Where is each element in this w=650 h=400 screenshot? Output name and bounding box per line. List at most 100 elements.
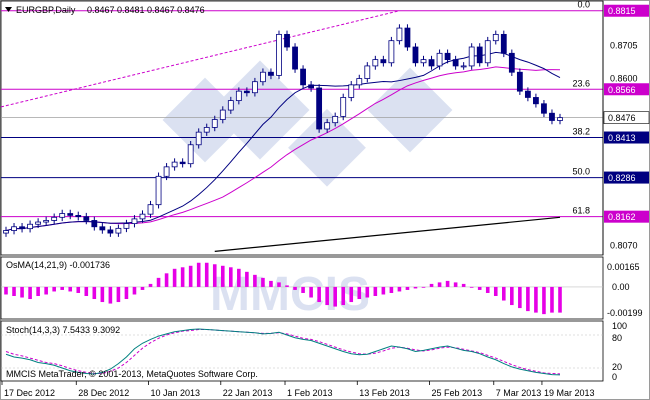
candle-body[interactable]	[484, 40, 491, 64]
candle-body[interactable]	[404, 27, 411, 48]
candle-body[interactable]	[500, 33, 507, 54]
candle-body[interactable]	[364, 65, 371, 79]
candle-body[interactable]	[380, 59, 387, 64]
osma-bar[interactable]	[397, 286, 402, 292]
candle-body[interactable]	[107, 229, 114, 234]
candle-body[interactable]	[11, 226, 17, 231]
candle-body[interactable]	[436, 52, 443, 67]
candle-body[interactable]	[492, 33, 499, 42]
candle-body[interactable]	[388, 40, 395, 64]
candle-body[interactable]	[59, 213, 66, 218]
price-pane[interactable]: 0.0 23.6 38.2 50.0 61.8 EURGBP,Daily 0.8467 …	[0, 0, 604, 256]
osma-bar[interactable]	[389, 286, 394, 293]
candle-body[interactable]	[251, 81, 258, 94]
osma-bar[interactable]	[285, 285, 289, 287]
osma-bar[interactable]	[237, 268, 241, 287]
osma-bar[interactable]	[148, 283, 153, 287]
candle-body[interactable]	[99, 226, 106, 231]
candle-body[interactable]	[460, 65, 467, 68]
candle-body[interactable]	[396, 27, 403, 42]
candle-body[interactable]	[541, 103, 547, 114]
candle-body[interactable]	[43, 220, 50, 223]
fibonacci-trendline[interactable]	[0, 10, 400, 108]
osma-bar[interactable]	[493, 286, 498, 296]
candle-body[interactable]	[235, 90, 242, 102]
osma-bar[interactable]	[309, 286, 313, 298]
osma-bar[interactable]	[405, 286, 410, 290]
osma-bar[interactable]	[293, 286, 297, 290]
candle-body[interactable]	[468, 46, 475, 67]
osma-bar[interactable]	[550, 286, 554, 313]
candle-body[interactable]	[276, 33, 282, 76]
osma-bar[interactable]	[84, 286, 89, 296]
osma-bar[interactable]	[317, 286, 321, 303]
osma-bar[interactable]	[421, 286, 426, 288]
candle-body[interactable]	[292, 46, 298, 70]
osma-bar[interactable]	[518, 286, 522, 309]
osma-bar[interactable]	[357, 286, 362, 300]
candle-body[interactable]	[27, 223, 33, 230]
osma-bar[interactable]	[172, 268, 177, 287]
osma-bar[interactable]	[132, 286, 137, 295]
osma-bar[interactable]	[542, 286, 546, 315]
osma-bar[interactable]	[100, 286, 105, 303]
osma-bar[interactable]	[365, 286, 370, 298]
osma-bar[interactable]	[76, 286, 81, 293]
candle-body[interactable]	[219, 109, 226, 120]
stoch-main-line[interactable]	[5, 328, 561, 376]
osma-bar[interactable]	[485, 286, 490, 293]
osma-bar[interactable]	[52, 286, 56, 292]
osma-bar[interactable]	[453, 282, 458, 287]
osma-bar[interactable]	[558, 286, 562, 313]
osma-bar[interactable]	[341, 286, 346, 306]
candle-body[interactable]	[67, 213, 74, 216]
osma-bar[interactable]	[445, 280, 450, 287]
candle-body[interactable]	[340, 97, 347, 117]
osma-bar[interactable]	[229, 267, 233, 287]
candle-body[interactable]	[428, 59, 435, 67]
stochastic-pane[interactable]: Stoch(14,3,3) 7.5433 9.3092 MMCIS MetaTr…	[0, 320, 627, 382]
osma-bar[interactable]	[261, 277, 265, 287]
candle-body[interactable]	[203, 127, 210, 133]
osma-bar[interactable]	[253, 274, 257, 287]
osma-bar[interactable]	[180, 267, 185, 287]
candle-body[interactable]	[139, 213, 146, 220]
candle-body[interactable]	[171, 161, 178, 168]
candlesticks[interactable]	[3, 24, 563, 237]
osma-bar[interactable]	[333, 286, 337, 307]
candle-body[interactable]	[524, 90, 531, 98]
candle-body[interactable]	[75, 215, 82, 218]
candle-body[interactable]	[115, 227, 122, 234]
candle-body[interactable]	[211, 119, 218, 128]
candle-body[interactable]	[516, 71, 523, 92]
osma-bar[interactable]	[477, 286, 482, 290]
candle-body[interactable]	[19, 226, 25, 230]
candle-body[interactable]	[91, 220, 98, 228]
candle-body[interactable]	[227, 100, 234, 111]
osma-bar[interactable]	[204, 262, 209, 287]
candle-body[interactable]	[452, 59, 459, 67]
osma-pane[interactable]: MMCIS OsMA(14,21,9) -0.001736 0.00165 0.…	[0, 256, 643, 321]
candle-body[interactable]	[51, 216, 58, 221]
candle-body[interactable]	[316, 87, 323, 130]
ma-fast-line[interactable]	[5, 51, 561, 232]
osma-bar[interactable]	[526, 286, 530, 312]
osma-bar[interactable]	[140, 286, 145, 290]
candle-body[interactable]	[324, 122, 331, 130]
candle-body[interactable]	[187, 144, 194, 165]
candle-body[interactable]	[35, 221, 42, 225]
candle-body[interactable]	[83, 216, 90, 221]
candle-body[interactable]	[147, 204, 154, 215]
osma-bar[interactable]	[349, 286, 354, 303]
osma-bar[interactable]	[501, 286, 506, 301]
osma-bar[interactable]	[44, 286, 48, 295]
osma-bar[interactable]	[108, 286, 113, 304]
osma-bar[interactable]	[245, 271, 249, 287]
candle-body[interactable]	[308, 84, 315, 89]
osma-bar[interactable]	[461, 283, 466, 287]
candle-body[interactable]	[332, 115, 339, 124]
candle-body[interactable]	[356, 78, 363, 86]
candle-body[interactable]	[444, 52, 451, 61]
osma-histogram[interactable]	[4, 262, 562, 315]
osma-bar[interactable]	[269, 280, 273, 287]
